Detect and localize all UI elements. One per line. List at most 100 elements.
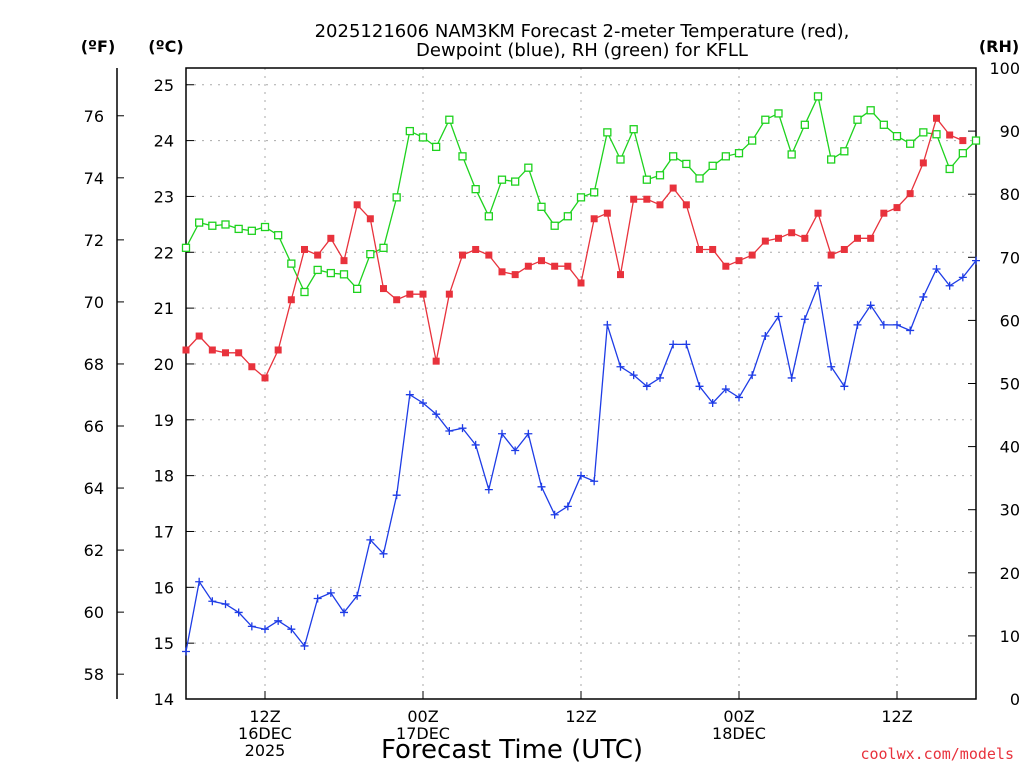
temperature-point [459, 251, 466, 259]
rh-tick-label: 80 [1000, 185, 1020, 204]
fahrenheit-tick-label: 64 [84, 479, 104, 498]
temperature-point [577, 279, 585, 287]
dewpoint-point [340, 608, 348, 617]
dewpoint-point [879, 320, 888, 329]
dewpoint-point [524, 429, 533, 438]
fahrenheit-tick-label: 72 [84, 231, 104, 250]
rh-point [787, 150, 796, 159]
chart-title-line1: 2025121606 NAM3KM Forecast 2-meter Tempe… [315, 21, 850, 42]
temperature-point [630, 195, 638, 203]
dewpoint-point [761, 332, 770, 341]
dewpoint-point [972, 256, 980, 265]
dewpoint-point [287, 625, 296, 634]
rh-point [366, 249, 375, 259]
dewpoint-point [853, 320, 862, 329]
rh-tick-label: 60 [1000, 311, 1020, 330]
x-tick-label: 12Z [249, 707, 280, 726]
rh-point [800, 120, 809, 129]
credit-text: coolwx.com/models [860, 745, 1014, 763]
celsius-tick-label: 24 [154, 132, 174, 151]
temperature-point [366, 215, 374, 223]
dewpoint-point [629, 371, 638, 380]
dewpoint-point [471, 440, 480, 449]
rh-point [300, 287, 309, 297]
rh-point [761, 115, 770, 124]
rh-point [511, 177, 520, 186]
temperature-point [314, 251, 322, 259]
temperature-point [340, 257, 348, 265]
dewpoint-point [234, 608, 243, 617]
rh-point [642, 175, 651, 184]
rh-point [892, 131, 902, 141]
temperature-point [748, 251, 756, 259]
temperature-point [511, 271, 519, 279]
celsius-tick-label: 17 [154, 522, 174, 541]
dewpoint-point [945, 281, 954, 290]
fahrenheit-tick-label: 66 [84, 417, 104, 436]
dewpoint-point [827, 362, 836, 371]
rh-point [682, 159, 691, 169]
temperature-point [261, 374, 269, 382]
rh-point [813, 92, 823, 101]
dewpoint-point [616, 362, 625, 371]
data-series [181, 92, 981, 656]
temperature-point [419, 290, 427, 298]
x-tick-label: 00Z [723, 707, 754, 726]
rh-point [629, 125, 638, 134]
dewpoint-point [458, 424, 467, 433]
rh-point [734, 149, 744, 158]
temperature-point [682, 201, 690, 209]
temperature-point [735, 257, 743, 265]
temperature-point [274, 346, 282, 354]
x-tick-label: 2025 [245, 741, 286, 760]
fahrenheit-tick-label: 60 [84, 603, 104, 622]
fahrenheit-tick-label: 58 [84, 665, 104, 684]
temperature-point [643, 195, 651, 203]
temperature-point [959, 137, 967, 145]
temperature-point [709, 245, 717, 253]
temperature-point [498, 268, 506, 276]
series-line [185, 260, 977, 652]
x-axis-title: Forecast Time (UTC) [381, 735, 643, 765]
temperature-point [933, 114, 940, 122]
dewpoint-point [577, 471, 585, 480]
dewpoint-point [326, 588, 335, 597]
temperature-point [590, 215, 598, 223]
temperature-point [919, 159, 927, 167]
rh-tick-label: 20 [1000, 564, 1020, 583]
dewpoint-point [774, 312, 783, 321]
temperature-point [867, 234, 875, 242]
rh-point [484, 212, 493, 221]
temperature-point [814, 209, 822, 217]
dewpoint-point [603, 320, 612, 329]
temperature-point [696, 245, 703, 253]
rh-point [445, 115, 454, 124]
rh-point [774, 109, 783, 118]
rh-point [550, 221, 559, 230]
dewpoint-point [353, 591, 362, 600]
x-tick-label: 18DEC [712, 724, 766, 743]
temperature-point [235, 349, 243, 357]
temperature-point [380, 285, 387, 293]
temperature-point [564, 262, 572, 270]
temperature-point [353, 201, 361, 209]
dewpoint-point [445, 426, 454, 435]
dewpoint-point [208, 597, 217, 606]
dewpoint-point [893, 320, 901, 329]
rh-point [405, 126, 414, 136]
rh-point [260, 222, 270, 232]
series-plus [182, 256, 980, 656]
rh-point [603, 128, 612, 137]
temperature-point [393, 296, 401, 304]
dewpoint-point [247, 622, 256, 631]
x-tick-label: 00Z [407, 707, 438, 726]
dewpoint-point [682, 340, 691, 349]
rh-point [748, 136, 757, 145]
temperature-point [669, 184, 677, 192]
celsius-tick-label: 23 [154, 187, 174, 206]
dewpoint-point [800, 315, 809, 324]
rh-point [669, 152, 678, 161]
rh-point [945, 164, 954, 174]
temperature-point [946, 131, 954, 139]
